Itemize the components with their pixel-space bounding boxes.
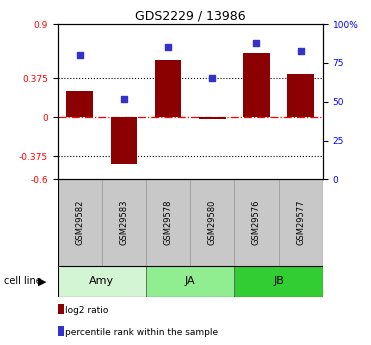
FancyBboxPatch shape [58,266,146,297]
FancyBboxPatch shape [146,179,190,266]
Text: Amy: Amy [89,276,114,286]
Bar [155,60,181,117]
Point [165,45,171,50]
FancyBboxPatch shape [146,266,234,297]
Text: GSM29576: GSM29576 [252,200,261,245]
Text: GSM29578: GSM29578 [164,200,173,245]
Bar [243,53,270,117]
Point [298,48,303,53]
Text: percentile rank within the sample: percentile rank within the sample [65,328,218,337]
FancyBboxPatch shape [234,266,323,297]
Bar [111,117,137,164]
Title: GDS2229 / 13986: GDS2229 / 13986 [135,10,246,23]
Bar [66,91,93,117]
FancyBboxPatch shape [279,179,323,266]
Text: GSM29582: GSM29582 [75,200,84,245]
Bar [199,117,226,119]
FancyBboxPatch shape [190,179,234,266]
Text: GSM29583: GSM29583 [119,200,128,245]
Text: ▶: ▶ [39,276,47,286]
Text: cell line: cell line [4,276,42,286]
Text: JA: JA [185,276,196,286]
Text: JB: JB [273,276,284,286]
Point [121,96,127,101]
Text: log2 ratio: log2 ratio [65,306,108,315]
Bar [288,74,314,117]
Text: GSM29580: GSM29580 [208,200,217,245]
FancyBboxPatch shape [102,179,146,266]
Point [209,76,215,81]
FancyBboxPatch shape [234,179,279,266]
FancyBboxPatch shape [58,179,102,266]
Text: GSM29577: GSM29577 [296,200,305,245]
Point [253,40,259,46]
Point [77,52,83,58]
